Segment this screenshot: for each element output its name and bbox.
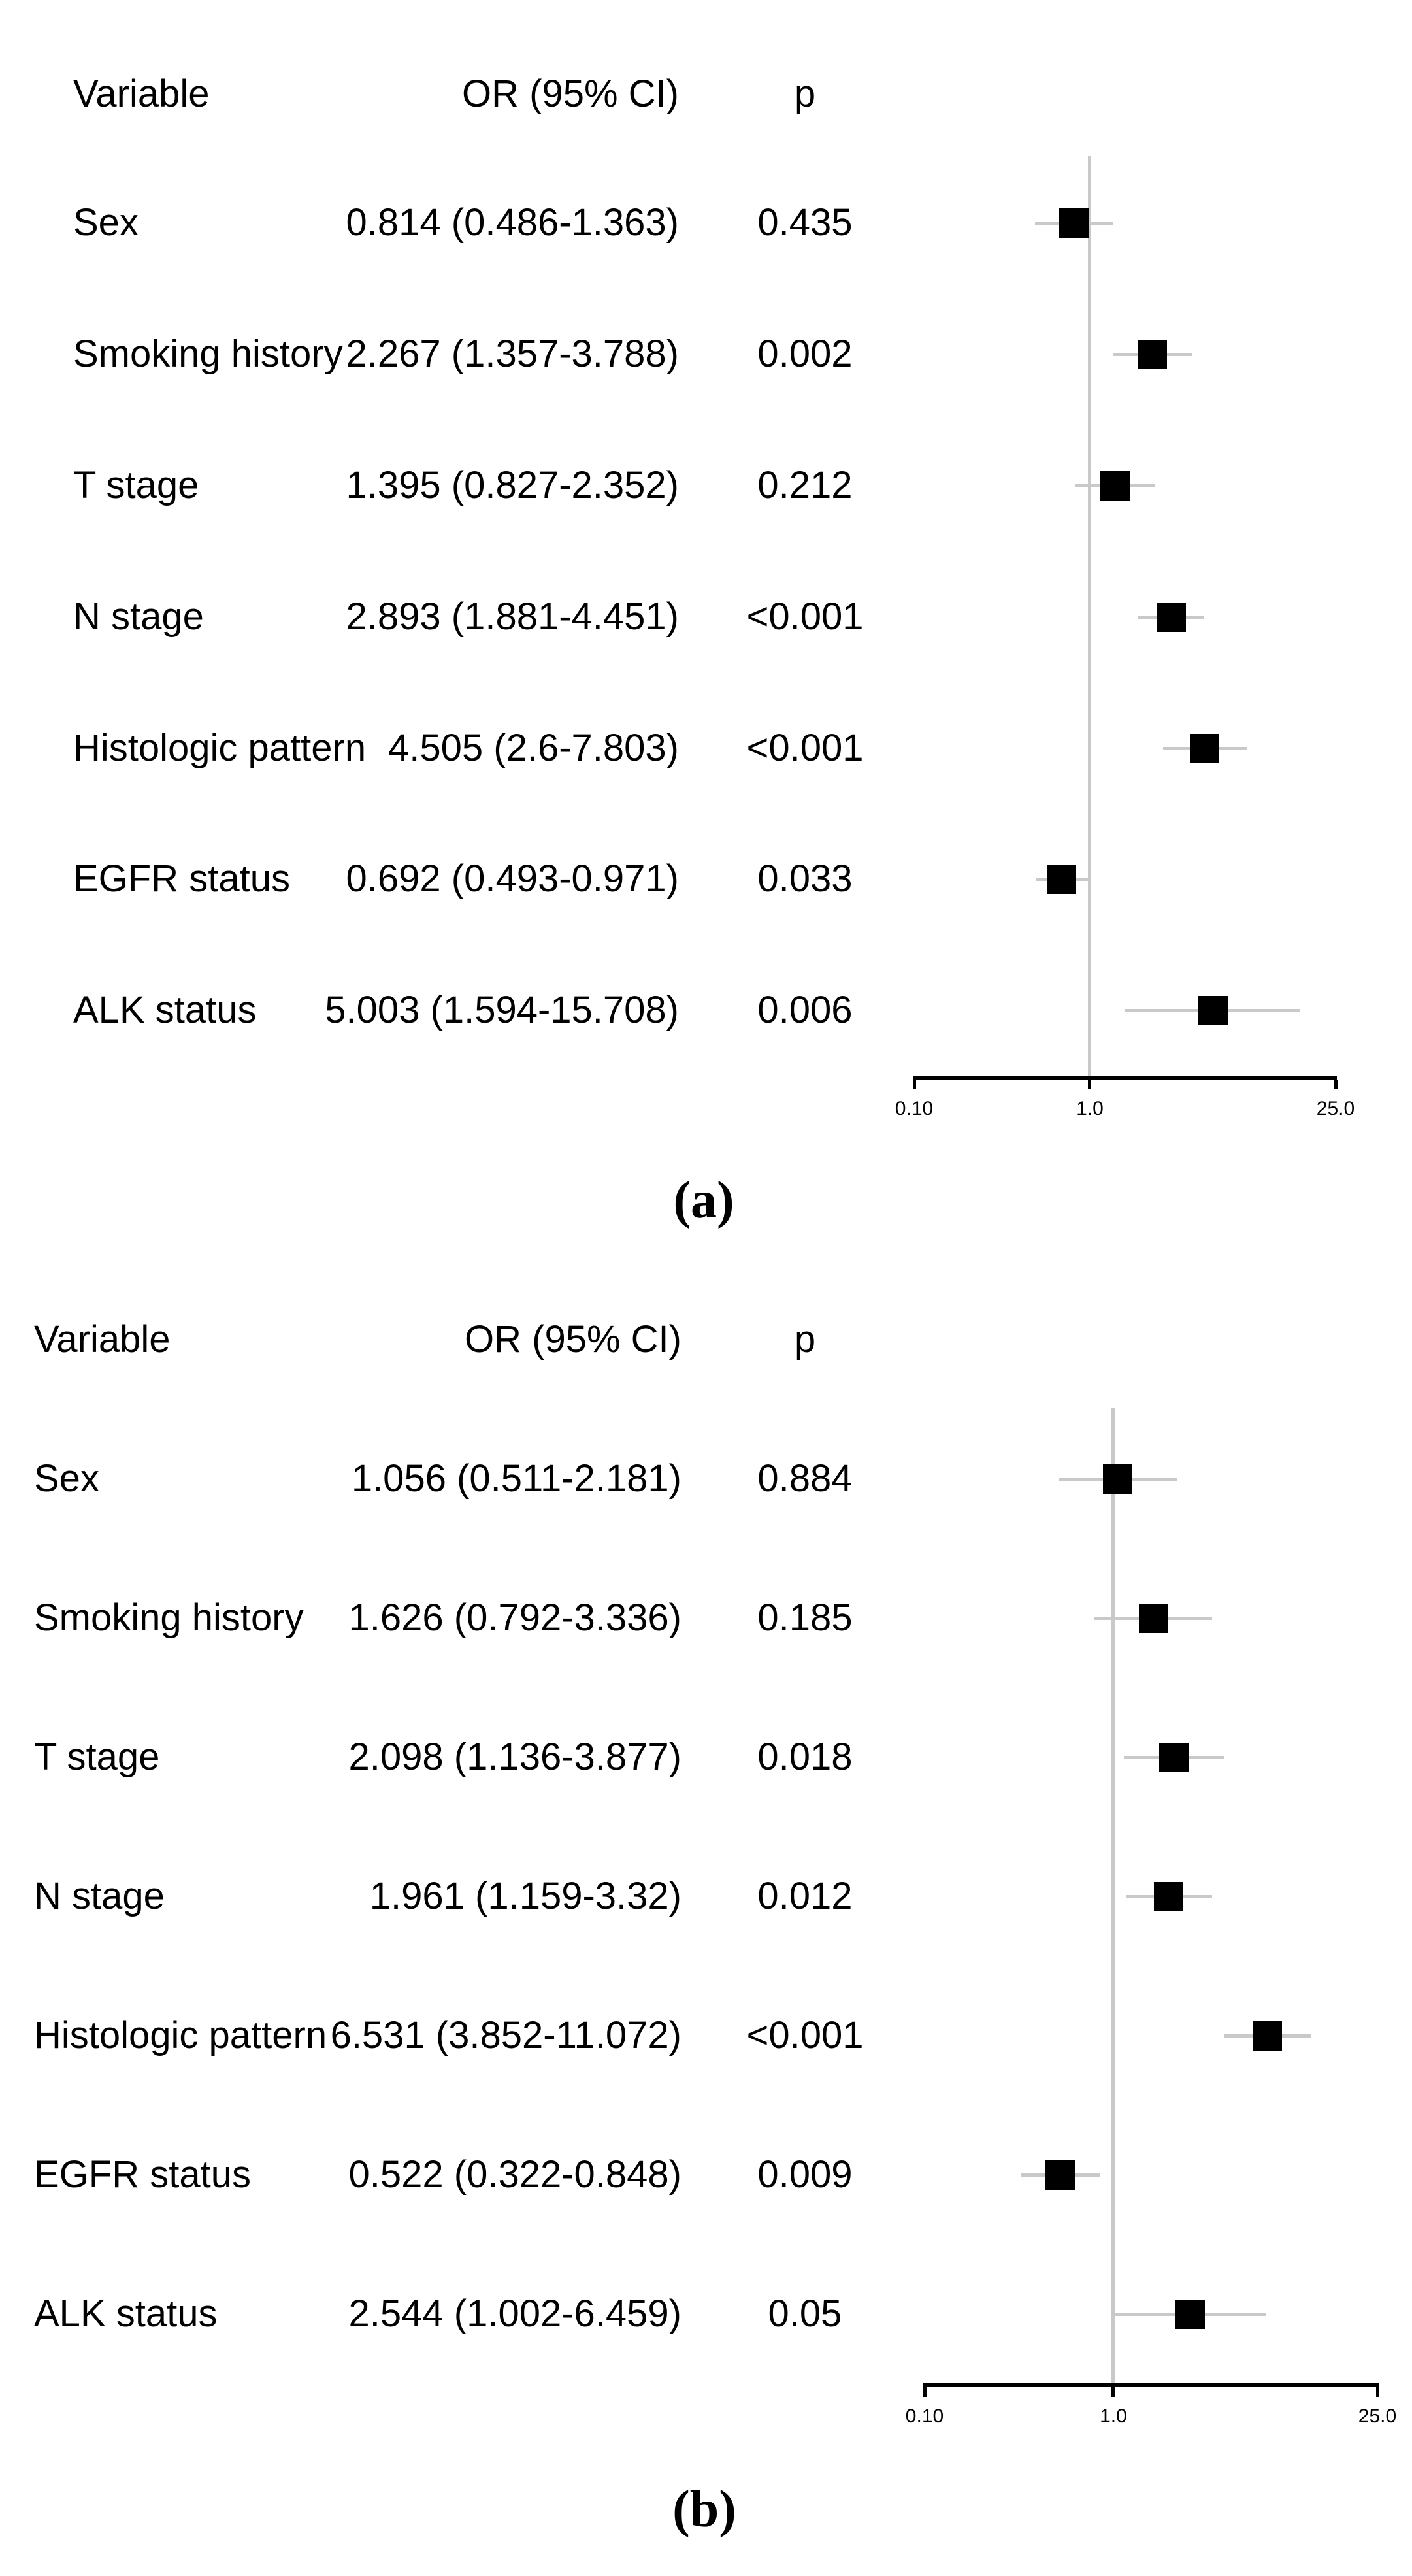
forest-square [1156,602,1186,632]
p-value: 0.185 [757,1596,853,1639]
p-value: <0.001 [746,2014,864,2056]
x-axis-tick [1375,2387,1379,2397]
forest-square [1100,471,1130,501]
or-ci-value: 5.003 (1.594-15.708) [325,989,679,1031]
variable-label: Smoking history [73,333,343,375]
variable-label: Sex [73,201,139,244]
p-value: 0.006 [757,989,853,1031]
panel-a-label: (a) [673,1172,734,1229]
x-axis-tick-label: 25.0 [1358,2405,1397,2427]
x-axis-line [913,1076,1337,1080]
p-value: 0.212 [757,464,853,506]
x-axis-tick-label: 0.10 [895,1098,934,1119]
column-header-p: p [794,1318,816,1361]
reference-line [1111,1408,1115,2383]
x-axis-tick-label: 0.10 [905,2405,944,2427]
column-header-variable: Variable [34,1318,171,1361]
or-ci-value: 2.893 (1.881-4.451) [346,595,679,638]
p-value: 0.884 [757,1457,853,1500]
forest-square [1175,2299,1205,2329]
variable-label: T stage [73,464,199,506]
forest-square [1198,995,1228,1025]
x-axis-tick [1088,1080,1092,1089]
forest-square [1047,864,1077,894]
p-value: 0.435 [757,201,853,244]
variable-label: ALK status [73,989,257,1031]
forest-square [1253,2021,1283,2051]
variable-label: Sex [34,1457,99,1500]
variable-label: N stage [73,595,204,638]
x-axis-tick [1111,2387,1115,2397]
p-value: 0.012 [757,1875,853,1917]
or-ci-value: 1.395 (0.827-2.352) [346,464,679,506]
forest-square [1059,208,1089,238]
or-ci-value: 1.961 (1.159-3.32) [369,1875,681,1917]
p-value: 0.05 [768,2292,842,2335]
x-axis-tick-label: 1.0 [1076,1098,1104,1119]
variable-label: ALK status [34,2292,218,2335]
forest-square [1045,2160,1075,2190]
or-ci-value: 6.531 (3.852-11.072) [330,2014,681,2056]
x-axis-tick-label: 25.0 [1316,1098,1355,1119]
or-ci-value: 2.544 (1.002-6.459) [348,2292,681,2335]
variable-label: Histologic pattern [73,727,367,769]
p-value: <0.001 [746,595,864,638]
panel-b-label: (b) [672,2481,736,2538]
variable-label: EGFR status [73,857,290,900]
p-value: 0.033 [757,857,853,900]
column-header-p: p [794,73,816,115]
or-ci-value: 0.814 (0.486-1.363) [346,201,679,244]
p-value: 0.002 [757,333,853,375]
variable-label: T stage [34,1736,160,1778]
variable-label: N stage [34,1875,165,1917]
x-axis-tick [1334,1080,1338,1089]
reference-line [1088,156,1092,1076]
p-value: 0.009 [757,2153,853,2196]
x-axis-line [923,2383,1379,2387]
forest-square [1159,1742,1189,1772]
column-header-or-ci: OR (95% CI) [465,1318,681,1361]
p-value: <0.001 [746,727,864,769]
p-value: 0.018 [757,1736,853,1778]
forest-square [1154,1881,1184,1911]
or-ci-value: 1.626 (0.792-3.336) [348,1596,681,1639]
forest-square [1138,339,1168,369]
forest-square [1190,733,1220,763]
or-ci-value: 4.505 (2.6-7.803) [388,727,679,769]
x-axis-tick [912,1080,916,1089]
x-axis-tick [923,2387,927,2397]
variable-label: Smoking history [34,1596,304,1639]
or-ci-value: 0.522 (0.322-0.848) [348,2153,681,2196]
column-header-or-ci: OR (95% CI) [462,73,679,115]
or-ci-value: 2.267 (1.357-3.788) [346,333,679,375]
x-axis-tick-label: 1.0 [1100,2405,1127,2427]
or-ci-value: 1.056 (0.511-2.181) [351,1457,681,1500]
forest-square [1103,1464,1133,1494]
variable-label: EGFR status [34,2153,251,2196]
variable-label: Histologic pattern [34,2014,327,2056]
column-header-variable: Variable [73,73,210,115]
or-ci-value: 0.692 (0.493-0.971) [346,857,679,900]
forest-square [1138,1603,1168,1633]
or-ci-value: 2.098 (1.136-3.877) [348,1736,681,1778]
